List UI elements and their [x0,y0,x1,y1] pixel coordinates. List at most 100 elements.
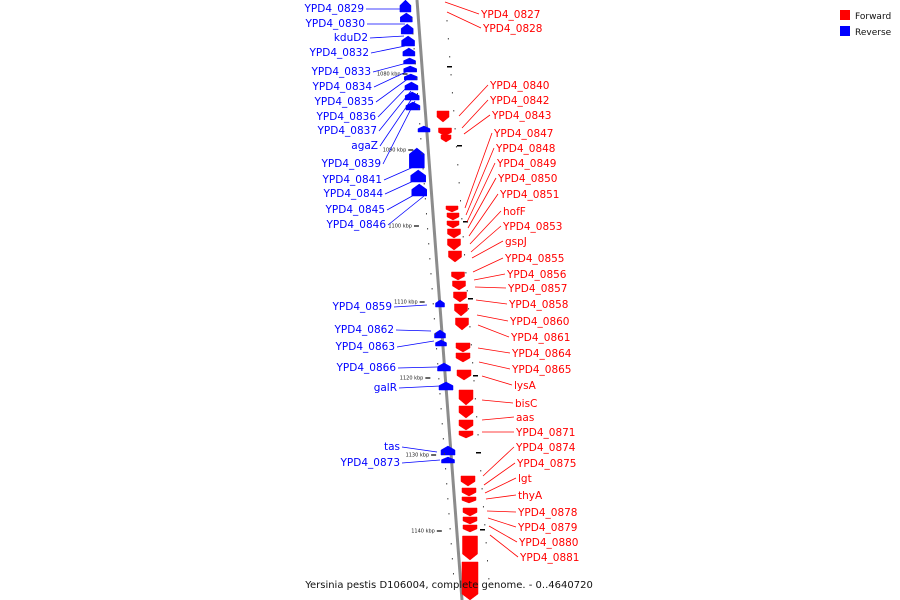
forward-gene-block [462,516,478,525]
gene-name-YPD4_0848: YPD4_0848 [495,143,555,155]
axis-dot [416,93,418,95]
forward-gene-block [451,271,465,281]
axis-dot [418,108,420,110]
gene-name-kduD2: kduD2 [334,32,368,44]
reverse-gene-label: YPD4_0837 [317,90,412,137]
pointer-line [487,517,517,528]
gene-name-YPD4_0835: YPD4_0835 [314,96,374,108]
pointer-line [483,462,516,486]
reverse-gene-block [417,125,431,133]
gene-name-YPD4_0856: YPD4_0856 [506,269,567,281]
forward-gene-block [461,496,477,504]
axis-dot [429,258,431,260]
pointer-line [468,193,499,237]
pointer-line [370,45,406,54]
forward-gene-label: YPD4_0850 [467,173,557,229]
gene-name-YPD4_0858: YPD4_0858 [508,299,568,311]
gene-name-YPD4_0841: YPD4_0841 [322,174,382,186]
gene-name-YPD4_0866: YPD4_0866 [336,362,397,374]
axis-dot [464,254,466,256]
reverse-gene-label: YPD4_0834 [312,70,409,93]
reverse-gene-block [411,183,427,197]
forward-gene-label: YPD4_0851 [468,189,559,237]
forward-gene-label: YPD4_0858 [475,299,568,311]
forward-gene-label: YPD4_0880 [488,525,578,549]
pointer-line [383,164,419,181]
axis-dot [425,213,427,215]
axis-dot [462,236,464,238]
axis-dot [443,453,445,455]
gene-name-YPD4_0832: YPD4_0832 [309,47,369,59]
forward-gene-label: gspJ [471,236,527,259]
forward-gene-labels: YPD4_0827 YPD4_0828 YPD4_0840 YPD4_0842 YPD4… [444,1,579,564]
pointer-line [489,534,519,558]
forward-gene-block [438,127,452,137]
legend: Forward Reverse [840,10,892,38]
gene-name-YPD4_0853: YPD4_0853 [502,221,562,233]
forward-gene-label: YPD4_0842 [461,95,549,129]
axis-dot [440,408,442,410]
forward-gene-label: YPD4_0840 [458,80,549,117]
gene-name-YPD4_0857: YPD4_0857 [507,283,567,295]
reverse-gene-label: agaZ [351,96,414,152]
gene-name-YPD4_0855: YPD4_0855 [504,253,564,265]
gene-name-galR: galR [374,382,397,394]
axis-dot [423,183,425,185]
forward-gene-block [462,524,478,533]
pointer-line [472,257,504,273]
forward-gene-label: YPD4_0856 [473,269,567,281]
gene-name-YPD4_0878: YPD4_0878 [517,507,577,519]
pointer-line [486,510,517,513]
forward-strand-layer [436,110,479,600]
pointer-line [466,162,496,223]
forward-gene-block [462,535,478,561]
reverse-gene-block [399,0,412,13]
pointer-line [477,324,510,338]
reverse-gene-block [402,47,416,57]
axis-dot [438,378,440,380]
axis-dot [446,20,448,22]
gene-name-YPD4_0859: YPD4_0859 [332,301,392,313]
forward-gene-label: YPD4_0881 [489,534,579,564]
tick-label: 1120 kbp [400,376,424,382]
forward-gene-block [458,389,474,406]
gene-name-tas: tas [384,441,400,453]
reverse-gene-block [410,169,426,183]
forward-gene-label: YPD4_0878 [486,507,577,519]
reverse-gene-label: YPD4_0873 [340,457,441,469]
axis-dot [488,578,490,580]
gene-name-hofF: hofF [503,206,526,218]
pointer-line [475,299,508,305]
gene-name-YPD4_0849: YPD4_0849 [496,158,556,170]
axis-dot [468,308,470,310]
gene-name-YPD4_0846: YPD4_0846 [326,219,387,231]
pointer-line [473,273,506,281]
axis-dot [411,18,413,20]
gene-name-YPD4_0842: YPD4_0842 [489,95,549,107]
reverse-gene-block [401,35,415,47]
tick-label: 1080 kbp [377,72,401,78]
reverse-gene-block [403,65,417,73]
forward-gene-label: YPD4_0857 [474,283,567,295]
axis-dot [466,290,468,292]
forward-gene-block [453,291,467,303]
forward-gene-label: aas [481,412,534,424]
axis-dot [473,380,475,382]
forward-gene-block [460,475,476,487]
axis-dot [446,483,448,485]
reverse-gene-label: galR [374,382,441,394]
axis-dot [437,363,439,365]
reverse-gene-label: YPD4_0862 [334,324,432,336]
genome-caption: Yersinia pestis D106004, complete genome… [304,580,593,591]
reverse-gene-block [409,147,425,169]
gene-name-YPD4_0865: YPD4_0865 [511,364,571,376]
forward-gene-block [452,280,466,291]
axis-dot [481,488,483,490]
forward-gene-block [462,507,478,517]
gene-name-YPD4_0875: YPD4_0875 [516,458,576,470]
legend-swatch-forward [840,10,850,20]
axis-dot [457,164,459,166]
legend-label-forward: Forward [855,12,891,22]
axis-dot [469,326,471,328]
